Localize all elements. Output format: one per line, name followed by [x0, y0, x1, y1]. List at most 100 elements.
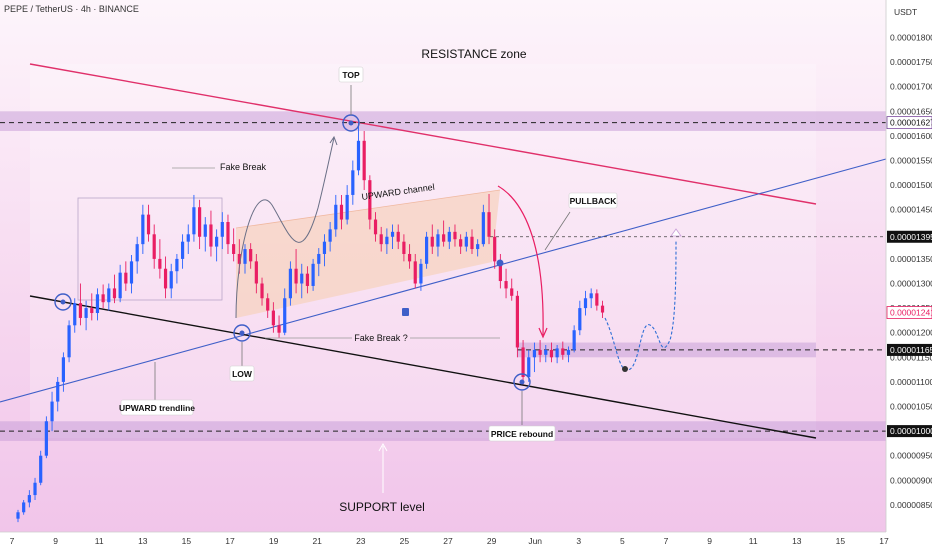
time-tick-label: 11 — [749, 536, 758, 546]
candle-body — [561, 348, 565, 355]
pivot-circle — [513, 373, 531, 391]
candle-body — [510, 288, 514, 296]
top-label: TOP — [342, 70, 360, 80]
pivot-circle — [54, 293, 72, 311]
forecast-dot — [622, 366, 628, 372]
time-tick-label: Jun — [528, 536, 542, 546]
candle-body — [237, 253, 241, 264]
price-level-badge — [887, 343, 932, 356]
time-tick-label: 15 — [836, 536, 846, 546]
candle-body — [271, 310, 275, 326]
candle-body — [362, 140, 366, 181]
price-rebound-label: PRICE rebound — [491, 429, 553, 439]
candle-body — [583, 298, 588, 309]
price-tick-label: 0.00001700 — [890, 82, 932, 92]
price-level-label: 0.00001165 — [890, 345, 932, 355]
time-tick-label: 13 — [792, 536, 802, 546]
chart-title: PEPE / TetherUS · 4h · BINANCE — [4, 4, 139, 14]
candle-body — [407, 253, 412, 262]
fake-break-2-label: Fake Break ? — [354, 333, 408, 343]
candle-body — [430, 236, 434, 247]
price-tick-label: 0.00001150 — [890, 352, 932, 362]
resistance-zone — [0, 111, 886, 131]
demand-zone — [517, 342, 816, 358]
time-tick-label: 5 — [620, 536, 625, 546]
price-level-badge — [887, 425, 932, 438]
price-tick-label: 0.00001500 — [890, 180, 932, 190]
chart-structures — [0, 63, 887, 441]
candle-body — [67, 325, 71, 358]
upward-trendline-label-box — [120, 399, 194, 416]
candle-body — [226, 222, 230, 245]
price-tick-label: 0.00001750 — [890, 57, 932, 67]
time-axis-bg — [0, 532, 886, 550]
candle-body — [56, 381, 60, 402]
candle-body — [464, 236, 468, 247]
price-tick-label: 0.00001200 — [890, 328, 932, 338]
candle-body — [504, 281, 508, 289]
candle-body — [107, 288, 111, 303]
time-axis[interactable]: 7 9 11 13 15 17 19 21 23 25 27 29 Jun 3 5 7 9 11 13 15 17 — [0, 531, 889, 550]
candle-body — [373, 219, 378, 235]
candle-body — [470, 236, 474, 250]
candle-body — [589, 293, 593, 299]
pivot-dot — [519, 379, 525, 385]
candle-body — [129, 261, 134, 284]
candle-body — [277, 325, 281, 333]
candle-body — [95, 294, 100, 314]
price-tick-label: 0.00001300 — [890, 279, 932, 289]
candle-body — [425, 236, 429, 264]
breakdown-dot — [496, 259, 504, 267]
target-star-icon — [670, 228, 682, 237]
candle-body — [578, 308, 582, 331]
candle-body — [90, 308, 94, 314]
time-tick-label: 17 — [879, 536, 889, 546]
candle-body — [527, 357, 531, 377]
candle-body — [396, 231, 400, 242]
candle-body — [50, 401, 54, 422]
candle-body — [339, 204, 344, 220]
candle-body — [521, 347, 525, 377]
candle-body — [112, 288, 117, 299]
candle-body — [356, 140, 361, 171]
upward-trendline-label: UPWARD trendline — [119, 403, 195, 413]
candle-body — [498, 261, 502, 282]
price-tick-label: 0.00001550 — [890, 156, 932, 166]
candle-body — [163, 268, 168, 289]
candle-body — [481, 212, 485, 245]
candle-body — [600, 305, 605, 313]
candle-body — [566, 349, 571, 355]
price-tick-label: 0.00001800 — [890, 33, 932, 43]
price-tick-label: 0.00001600 — [890, 131, 932, 141]
candle-body — [595, 293, 599, 306]
candle-body — [39, 455, 43, 483]
time-tick-label: 17 — [225, 536, 235, 546]
price-level-badge — [886, 116, 932, 130]
price-level-label: 0.00001395 — [890, 232, 932, 242]
candle-body — [317, 253, 321, 264]
candle-body — [300, 273, 304, 284]
candle-body — [345, 194, 349, 220]
forecast-path — [604, 239, 677, 371]
price-axis[interactable]: USDT 0.00001800 0.00001750 0.00001700 0.0000… — [885, 0, 932, 550]
low-label: LOW — [232, 369, 253, 379]
candle-body — [44, 421, 48, 456]
candle-body — [27, 495, 31, 503]
time-tick-label: 13 — [138, 536, 148, 546]
candle-body — [209, 224, 213, 247]
time-tick-label: 25 — [400, 536, 410, 546]
candle-body — [379, 234, 383, 245]
candle-body — [16, 512, 20, 519]
candle-body — [260, 283, 264, 299]
candle-body — [368, 180, 372, 220]
time-tick-label: 29 — [487, 536, 497, 546]
price-rebound-label-box — [488, 425, 556, 442]
candle-body — [215, 236, 219, 247]
pivot-dot — [60, 299, 66, 305]
candle-body — [288, 268, 292, 299]
candle-body — [549, 349, 554, 358]
price-level-label: 0.00001241 — [890, 308, 932, 318]
price-tick-label: 0.00001050 — [890, 402, 932, 412]
